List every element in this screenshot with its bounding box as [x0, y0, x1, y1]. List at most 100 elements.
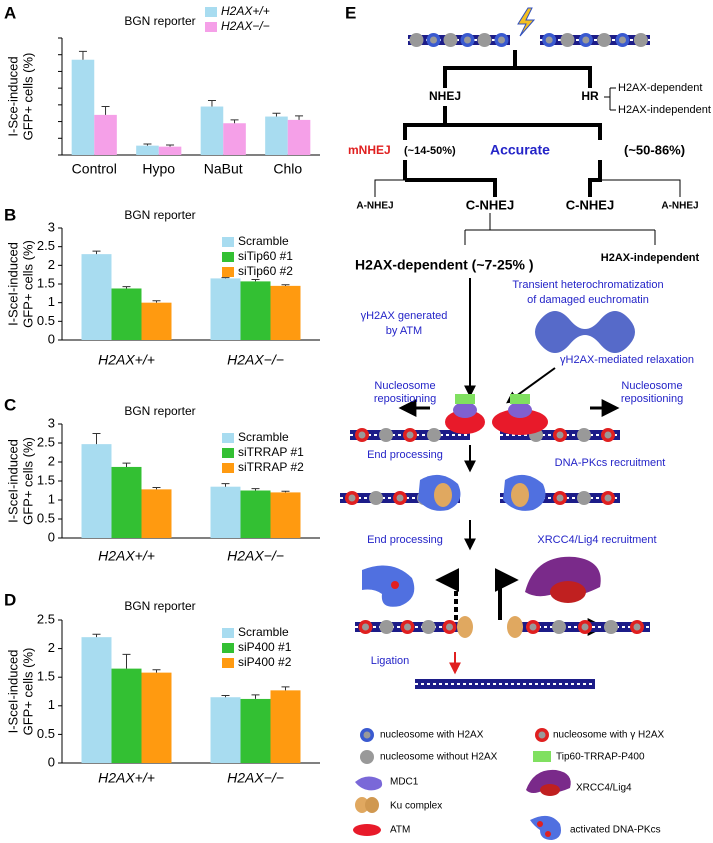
bar: [270, 492, 301, 538]
legend-swatch: [205, 22, 217, 32]
bar: [111, 668, 142, 763]
legend-label: Ku complex: [390, 801, 442, 812]
label: NHEJ: [429, 89, 461, 103]
y-tick-label: 2: [48, 257, 55, 272]
x-tick-label: H2AX+/+: [98, 770, 155, 786]
label: by ATM: [386, 325, 422, 337]
error-bar: [92, 250, 101, 255]
y-tick-label: 0: [48, 529, 55, 544]
y-axis-label: I-SceI-induced: [5, 439, 20, 523]
chart-title: BGN reporter: [124, 14, 195, 28]
label: (~50-86%): [624, 142, 685, 157]
bar: [210, 486, 241, 538]
bar: [94, 114, 117, 155]
label: C-NHEJ: [566, 197, 614, 212]
error-bar: [251, 488, 260, 491]
panel-letter: B: [4, 205, 16, 224]
error-bar: [122, 286, 131, 289]
nucleosome: [369, 491, 383, 505]
legend-swatch: [222, 643, 234, 653]
y-tick-label: 1.5: [37, 472, 55, 487]
y-tick-label: 2: [48, 640, 55, 655]
nucleosome: [409, 33, 424, 47]
y-tick-label: 3: [48, 415, 55, 430]
nucleosome-core: [556, 494, 564, 502]
bar: [111, 466, 142, 538]
label: End processing: [367, 534, 443, 546]
label: γH2AX generated: [361, 310, 448, 322]
legend-swatch: [222, 463, 234, 473]
label: Nucleosome: [621, 380, 682, 392]
error-bar: [122, 653, 131, 669]
label: H2AX-independent: [601, 252, 700, 264]
error-bar: [230, 119, 239, 124]
error-bar: [101, 106, 110, 115]
panel-letter: E: [345, 3, 356, 22]
y-axis-label: I-SceI-induced: [5, 650, 20, 734]
legend-swatch: [222, 628, 234, 638]
error-bar: [92, 433, 101, 445]
x-tick-label: H2AX−/−: [227, 548, 284, 564]
label: repositioning: [621, 393, 683, 405]
label: Transient heterochromatization: [512, 279, 663, 291]
proteins: [362, 311, 635, 638]
label: DNA-PKcs recruitment: [555, 457, 666, 469]
panel-letter: A: [4, 3, 16, 22]
x-tick-label: NaBut: [204, 161, 243, 177]
nucleosome: [552, 620, 566, 634]
y-tick-label: 0.5: [37, 313, 55, 328]
nucleosome: [577, 428, 591, 442]
legend-label: nucleosome with γ H2AX: [553, 730, 664, 741]
error-bar: [251, 694, 260, 699]
nucleosome-core: [529, 623, 537, 631]
chart-title: BGN reporter: [124, 404, 195, 418]
nucleosome-core: [464, 36, 471, 44]
y-tick-label: 2.5: [37, 611, 55, 626]
x-tick-label: H2AX+/+: [98, 548, 155, 564]
error-bar: [92, 633, 101, 638]
bar: [81, 254, 112, 340]
error-bar: [251, 279, 260, 282]
nucleosome-core: [362, 623, 369, 631]
label: Accurate: [490, 142, 550, 158]
x-tick-label: Chlo: [273, 161, 302, 177]
nucleosome: [379, 428, 393, 442]
legend-swatch: [222, 237, 234, 247]
nucleosome: [477, 33, 492, 47]
label: C-NHEJ: [466, 197, 514, 212]
y-tick-label: 0.5: [37, 510, 55, 525]
label: repositioning: [374, 393, 436, 405]
error-bar: [295, 115, 304, 120]
x-tick-label: H2AX−/−: [227, 770, 284, 786]
bar: [270, 285, 301, 340]
legend-label: activated DNA-PKcs: [570, 825, 661, 836]
bar: [287, 119, 311, 155]
label: A-NHEJ: [661, 201, 698, 212]
label: mNHEJ: [348, 143, 391, 157]
nucleosome-core: [430, 36, 437, 44]
nucleosome: [604, 620, 618, 634]
legend-swatch: [222, 267, 234, 277]
diagram: E: [340, 3, 711, 840]
nucleosome-core: [633, 623, 641, 631]
y-axis-label: GFP+ cells (%): [20, 437, 35, 525]
error-bar: [152, 300, 161, 303]
y-tick-label: 2: [48, 453, 55, 468]
label: γH2AX-mediated relaxation: [560, 354, 694, 366]
y-axis-label: GFP+ cells (%): [20, 648, 35, 736]
label: (~14-50%): [404, 145, 456, 157]
legend-swatch: [222, 252, 234, 262]
legend-swatch: [222, 658, 234, 668]
nucleosome-core: [348, 494, 356, 502]
nucleosome: [560, 33, 575, 47]
error-bar: [281, 284, 290, 286]
break-icon: [517, 7, 536, 37]
error-bar: [207, 100, 216, 107]
x-tick-label: Control: [72, 161, 117, 177]
nucleosome: [427, 428, 441, 442]
y-tick-label: 2.5: [37, 238, 55, 253]
bar: [210, 278, 241, 340]
nucleosome-core: [396, 494, 404, 502]
y-tick-label: 0: [48, 754, 55, 769]
